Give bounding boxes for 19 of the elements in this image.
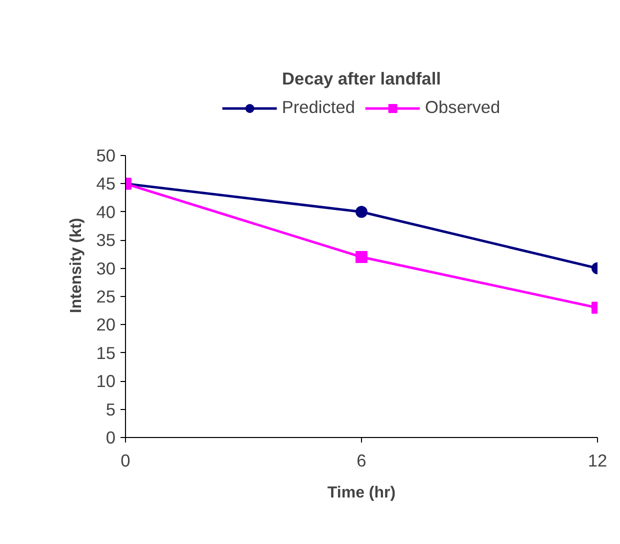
y-tick-label: 0 — [106, 428, 116, 448]
y-axis-title: Intensity (kt) — [68, 218, 86, 314]
legend-label: Predicted — [282, 97, 356, 118]
y-tick-label: 30 — [96, 258, 116, 278]
x-axis-title: Time (hr) — [327, 484, 396, 502]
y-tick-label: 25 — [96, 286, 116, 306]
y-tick-label: 35 — [96, 230, 116, 250]
y-tick-label: 50 — [96, 146, 116, 166]
y-tick-label: 10 — [96, 371, 116, 392]
y-tick-label: 40 — [96, 202, 116, 222]
x-tick-label: 12 — [588, 450, 608, 470]
y-tick-label: 45 — [96, 174, 116, 194]
x-tick-label: 6 — [356, 450, 366, 470]
y-tick-label: 5 — [106, 399, 116, 420]
legend-label: Observed — [425, 97, 500, 118]
y-tick-label: 20 — [96, 314, 116, 335]
chart-title: Decay after landfall — [282, 68, 441, 88]
x-tick-label: 0 — [120, 450, 130, 470]
y-tick-label: 15 — [96, 342, 116, 363]
